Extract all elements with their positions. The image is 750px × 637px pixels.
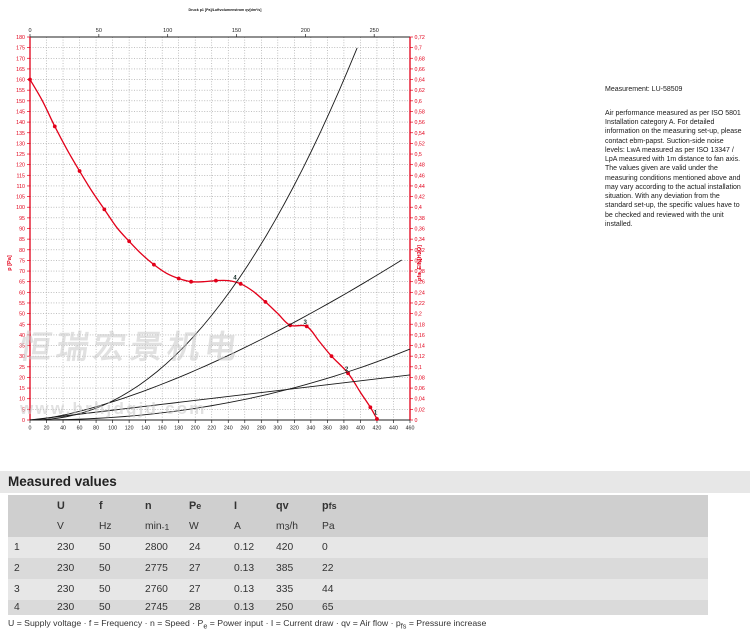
svg-text:340: 340: [306, 426, 315, 431]
svg-text:160: 160: [158, 426, 167, 431]
svg-text:0: 0: [415, 418, 418, 424]
svg-text:100: 100: [16, 205, 25, 211]
svg-text:300: 300: [273, 426, 282, 431]
svg-text:60: 60: [19, 290, 25, 296]
svg-text:4: 4: [233, 274, 237, 281]
svg-text:155: 155: [16, 88, 25, 94]
svg-text:0: 0: [29, 426, 32, 431]
svg-text:60: 60: [77, 426, 83, 431]
svg-text:0,6: 0,6: [415, 99, 422, 105]
svg-text:440: 440: [389, 426, 398, 431]
svg-text:0,7: 0,7: [415, 46, 422, 52]
svg-text:15: 15: [19, 386, 25, 392]
svg-text:2: 2: [345, 366, 349, 373]
svg-text:0,36: 0,36: [415, 227, 425, 233]
svg-text:220: 220: [207, 426, 216, 431]
svg-text:150: 150: [232, 28, 241, 34]
svg-text:0,12: 0,12: [415, 354, 425, 360]
svg-text:90: 90: [19, 227, 25, 233]
svg-text:0,06: 0,06: [415, 386, 425, 392]
svg-text:135: 135: [16, 131, 25, 137]
svg-text:140: 140: [16, 120, 25, 126]
svg-text:0,2: 0,2: [415, 312, 422, 318]
svg-text:180: 180: [16, 35, 25, 41]
svg-text:460: 460: [406, 426, 415, 431]
svg-text:130: 130: [16, 141, 25, 147]
svg-text:40: 40: [60, 426, 66, 431]
svg-text:1: 1: [374, 410, 378, 417]
svg-text:0,64: 0,64: [415, 78, 425, 84]
svg-text:120: 120: [125, 426, 134, 431]
svg-text:145: 145: [16, 109, 25, 115]
svg-text:0,44: 0,44: [415, 184, 425, 190]
svg-text:120: 120: [16, 163, 25, 169]
svg-text:0,18: 0,18: [415, 322, 425, 328]
svg-text:170: 170: [16, 56, 25, 62]
svg-text:85: 85: [19, 237, 25, 243]
svg-text:0,48: 0,48: [415, 163, 425, 169]
svg-text:0,56: 0,56: [415, 120, 425, 126]
svg-text:250: 250: [370, 28, 379, 34]
svg-text:75: 75: [19, 258, 25, 264]
svg-text:95: 95: [19, 216, 25, 222]
svg-text:260: 260: [240, 426, 249, 431]
svg-text:20: 20: [44, 426, 50, 431]
svg-text:165: 165: [16, 67, 25, 73]
svg-text:200: 200: [301, 28, 310, 34]
svg-text:0,68: 0,68: [415, 56, 425, 62]
svg-text:0,52: 0,52: [415, 141, 425, 147]
svg-text:0,08: 0,08: [415, 375, 425, 381]
svg-text:200: 200: [191, 426, 200, 431]
svg-text:3: 3: [304, 319, 308, 326]
svg-text:175: 175: [16, 46, 25, 52]
svg-text:0,14: 0,14: [415, 344, 425, 350]
svg-text:0,24: 0,24: [415, 290, 425, 296]
svg-text:0,66: 0,66: [415, 67, 425, 73]
svg-text:125: 125: [16, 152, 25, 158]
svg-text:0,72: 0,72: [415, 35, 425, 41]
svg-text:380: 380: [339, 426, 348, 431]
svg-text:160: 160: [16, 78, 25, 84]
svg-text:50: 50: [19, 312, 25, 318]
svg-text:150: 150: [16, 99, 25, 105]
svg-text:0,42: 0,42: [415, 195, 425, 201]
svg-text:0: 0: [28, 28, 31, 34]
svg-text:80: 80: [93, 426, 99, 431]
svg-text:280: 280: [257, 426, 266, 431]
svg-text:180: 180: [174, 426, 183, 431]
svg-text:80: 80: [19, 248, 25, 254]
svg-text:240: 240: [224, 426, 233, 431]
svg-text:0,34: 0,34: [415, 237, 425, 243]
svg-text:0,16: 0,16: [415, 333, 425, 339]
svg-text:400: 400: [356, 426, 365, 431]
svg-text:320: 320: [290, 426, 299, 431]
svg-text:55: 55: [19, 301, 25, 307]
svg-text:0,02: 0,02: [415, 407, 425, 413]
svg-text:110: 110: [17, 184, 25, 190]
svg-text:105: 105: [16, 195, 25, 201]
svg-text:65: 65: [19, 280, 25, 286]
svg-text:0,58: 0,58: [415, 109, 425, 115]
svg-text:50: 50: [96, 28, 102, 34]
svg-text:0,4: 0,4: [415, 205, 422, 211]
svg-text:20: 20: [19, 375, 25, 381]
svg-text:115: 115: [17, 173, 25, 179]
svg-text:140: 140: [141, 426, 150, 431]
svg-text:0,62: 0,62: [415, 88, 425, 94]
svg-text:0,5: 0,5: [415, 152, 422, 158]
svg-text:0,22: 0,22: [415, 301, 425, 307]
svg-text:100: 100: [108, 426, 117, 431]
svg-text:0,54: 0,54: [415, 131, 425, 137]
svg-text:100: 100: [163, 28, 172, 34]
svg-text:70: 70: [19, 269, 25, 275]
svg-text:0,04: 0,04: [415, 397, 425, 403]
svg-text:0,46: 0,46: [415, 173, 425, 179]
svg-text:0,38: 0,38: [415, 216, 425, 222]
svg-text:0,1: 0,1: [415, 365, 422, 371]
svg-text:420: 420: [373, 426, 382, 431]
svg-text:360: 360: [323, 426, 332, 431]
